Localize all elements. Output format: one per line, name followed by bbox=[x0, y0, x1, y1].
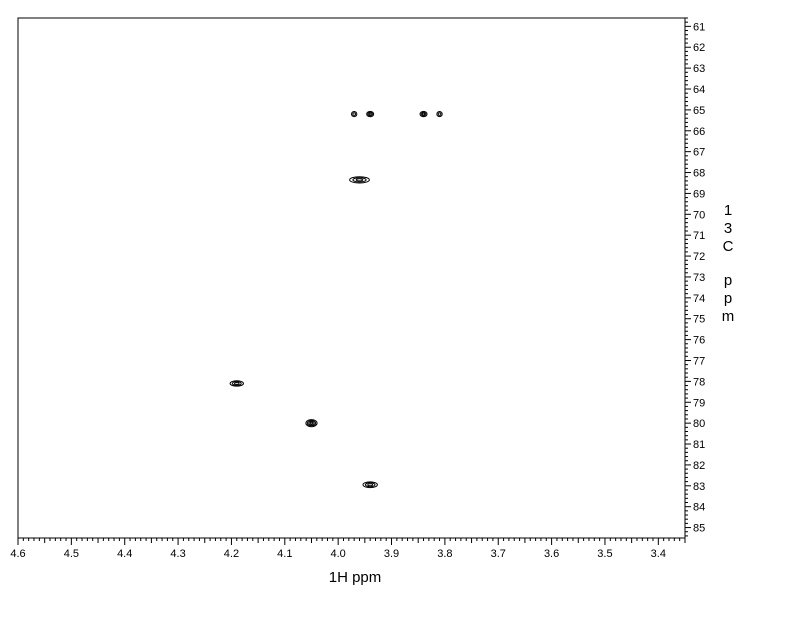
y-tick-label: 67 bbox=[693, 147, 705, 159]
x-axis: 4.6 4.5 4.4 4.3 4.2 4.1 4.0 3.9 3.8 3.7 3.6 3.5 3.4 bbox=[10, 538, 686, 560]
x-tick-label: 4.4 bbox=[117, 548, 132, 560]
peak-contour bbox=[419, 110, 428, 118]
y-tick-label: 61 bbox=[693, 21, 705, 33]
peak-contour bbox=[352, 112, 357, 116]
x-tick-label: 4.3 bbox=[170, 548, 185, 560]
peak-contour bbox=[352, 177, 367, 183]
y-tick-label: 81 bbox=[693, 439, 705, 451]
y-tick-label: 74 bbox=[693, 293, 705, 305]
y-tick-label: 63 bbox=[693, 63, 705, 75]
y-tick-label: 68 bbox=[693, 168, 705, 180]
y-tick-label: 66 bbox=[693, 126, 705, 138]
y-tick-label: 82 bbox=[693, 460, 705, 472]
y-tick-label: 62 bbox=[693, 42, 705, 54]
y-axis-title-char: m bbox=[722, 308, 735, 325]
peak-contour bbox=[362, 481, 378, 489]
peak bbox=[366, 110, 375, 118]
peak bbox=[349, 176, 370, 184]
peak-contour bbox=[349, 176, 370, 184]
y-tick-label: 83 bbox=[693, 481, 705, 493]
peak-contour bbox=[306, 419, 317, 427]
y-tick-label: 76 bbox=[693, 335, 705, 347]
y-tick-label: 72 bbox=[693, 251, 705, 263]
peaks-layer bbox=[229, 110, 443, 489]
x-tick-label: 4.6 bbox=[10, 548, 25, 560]
peak-contour bbox=[436, 111, 443, 118]
peak bbox=[362, 481, 378, 489]
y-axis-title-char: p bbox=[724, 290, 732, 307]
peak-contour bbox=[234, 382, 240, 385]
x-tick-label: 3.8 bbox=[437, 548, 452, 560]
x-tick-label: 3.4 bbox=[651, 548, 666, 560]
x-tick-label: 4.0 bbox=[331, 548, 346, 560]
peak bbox=[229, 380, 244, 387]
x-tick-label: 4.1 bbox=[277, 548, 292, 560]
x-tick-label: 3.6 bbox=[544, 548, 559, 560]
y-tick-label: 64 bbox=[693, 84, 705, 96]
y-tick-label: 80 bbox=[693, 418, 705, 430]
peak-contour bbox=[355, 178, 364, 182]
peak bbox=[436, 111, 443, 118]
y-tick-label: 77 bbox=[693, 355, 705, 367]
y-tick-label: 85 bbox=[693, 523, 705, 535]
peak-contour bbox=[231, 381, 242, 386]
x-tick-label: 3.7 bbox=[491, 548, 506, 560]
plot-frame bbox=[17, 17, 686, 539]
x-tick-label: 4.2 bbox=[224, 548, 239, 560]
peak-contour bbox=[367, 111, 373, 117]
x-tick-label: 3.5 bbox=[597, 548, 612, 560]
peak-contour bbox=[364, 482, 376, 488]
peak-contour bbox=[229, 380, 244, 387]
peak-contour bbox=[437, 112, 442, 116]
x-axis-title: 1H ppm bbox=[329, 569, 382, 586]
peak-contour bbox=[368, 112, 372, 116]
y-tick-label: 75 bbox=[693, 314, 705, 326]
y-tick-label: 84 bbox=[693, 502, 705, 514]
peak bbox=[305, 419, 318, 428]
peak-contour bbox=[421, 112, 426, 116]
y-axis-title-char: 1 bbox=[724, 202, 732, 219]
peak-contour bbox=[420, 111, 427, 117]
y-tick-label: 65 bbox=[693, 105, 705, 117]
y-tick-label: 70 bbox=[693, 209, 705, 221]
y-axis-title-char: C bbox=[723, 238, 734, 255]
x-tick-label: 4.5 bbox=[64, 548, 79, 560]
peak-contour bbox=[308, 420, 315, 426]
y-axis-title-char: 3 bbox=[724, 220, 732, 237]
peak-contour bbox=[366, 110, 375, 118]
y-tick-label: 78 bbox=[693, 376, 705, 388]
y-tick-label: 79 bbox=[693, 397, 705, 409]
peak-contour bbox=[305, 419, 318, 428]
peak-contour bbox=[351, 111, 358, 118]
peak-contour bbox=[309, 421, 314, 425]
y-axis-title-char: p bbox=[724, 272, 732, 289]
peak bbox=[351, 111, 358, 118]
y-tick-label: 73 bbox=[693, 272, 705, 284]
x-tick-label: 3.9 bbox=[384, 548, 399, 560]
y-tick-label: 69 bbox=[693, 188, 705, 200]
y-tick-label: 71 bbox=[693, 230, 705, 242]
y-axis: 61 62 63 64 65 66 67 68 69 70 71 72 73 74 75 76 77 78 79 80… bbox=[685, 17, 705, 537]
peak bbox=[419, 110, 428, 118]
peak-contour bbox=[367, 483, 374, 487]
